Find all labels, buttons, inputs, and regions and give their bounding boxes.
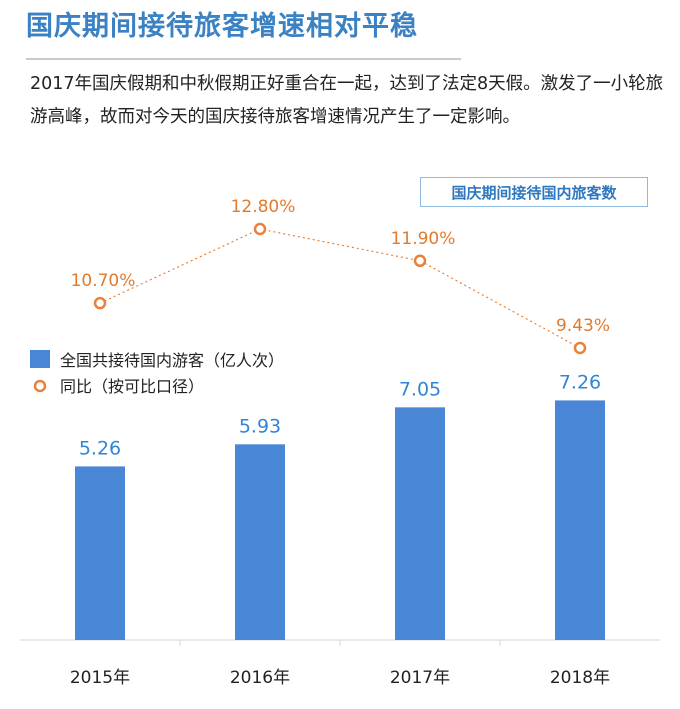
line-value-label: 10.70% bbox=[71, 271, 136, 291]
legend-bar-swatch bbox=[30, 350, 50, 368]
bar-value-labels: 5.26 5.93 7.05 7.26 bbox=[79, 371, 601, 459]
line-value-label: 11.90% bbox=[391, 229, 456, 249]
x-tick-label: 2015年 bbox=[70, 668, 130, 688]
line-point bbox=[93, 296, 107, 310]
legend-bar-label: 全国共接待国内游客（亿人次） bbox=[60, 351, 284, 370]
legend-line-swatch bbox=[33, 379, 47, 393]
x-tick-label: 2018年 bbox=[550, 668, 610, 688]
line-value-labels: 10.70% 12.80% 11.90% 9.43% bbox=[71, 197, 610, 336]
x-tick-label: 2017年 bbox=[390, 668, 450, 688]
line-point bbox=[573, 341, 587, 355]
bar-value-label: 7.05 bbox=[399, 378, 441, 400]
line-value-label: 12.80% bbox=[231, 197, 296, 217]
growth-line bbox=[99, 228, 581, 349]
line-value-label: 9.43% bbox=[556, 316, 610, 336]
bar-series bbox=[75, 400, 605, 640]
page-title: 国庆期间接待旅客增速相对平稳 bbox=[26, 11, 418, 42]
chart-title: 国庆期间接待国内旅客数 bbox=[420, 177, 648, 207]
bar-value-label: 5.93 bbox=[239, 415, 281, 437]
line-point bbox=[253, 222, 267, 236]
title-divider bbox=[26, 58, 461, 60]
bar bbox=[75, 466, 125, 640]
x-tick-label: 2016年 bbox=[230, 668, 290, 688]
intro-paragraph: 2017年国庆假期和中秋假期正好重合在一起，达到了法定8天假。激发了一小轮旅游高… bbox=[30, 74, 664, 127]
bar bbox=[395, 407, 445, 640]
x-tick-labels: 2015年 2016年 2017年 2018年 bbox=[70, 668, 610, 688]
bar bbox=[235, 444, 285, 640]
bar-value-label: 7.26 bbox=[559, 371, 601, 393]
legend: 全国共接待国内游客（亿人次） 同比（按可比口径） bbox=[30, 350, 284, 396]
legend-line-label: 同比（按可比口径） bbox=[60, 377, 204, 396]
line-series bbox=[93, 222, 587, 355]
x-axis bbox=[20, 639, 660, 646]
bar bbox=[555, 400, 605, 640]
line-point bbox=[413, 254, 427, 268]
bar-value-label: 5.26 bbox=[79, 437, 121, 459]
